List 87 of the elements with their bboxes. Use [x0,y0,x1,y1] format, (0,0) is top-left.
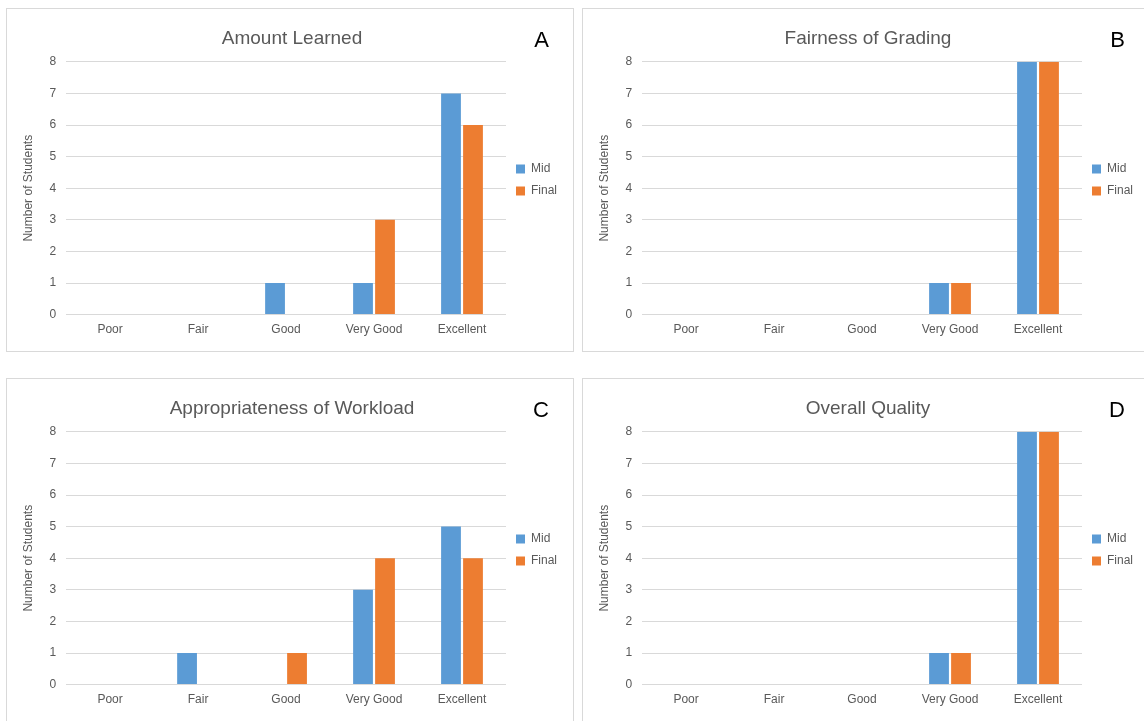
bar [353,283,373,315]
y-tick-label: 5 [625,148,633,163]
y-tick-label: 8 [49,424,57,439]
bar [177,653,197,685]
y-tick-label: 4 [49,180,57,195]
y-tick-label: 5 [49,148,57,163]
y-tick-label: 2 [625,613,633,628]
y-tick-label: 0 [49,676,57,691]
y-tick-label: 0 [49,306,57,321]
y-tick-label: 6 [625,117,633,132]
y-tick-label: 0 [625,306,633,321]
y-axis-title: Number of Students [20,504,35,612]
y-tick-label: 3 [49,212,57,227]
legend-label: Final [530,553,558,568]
x-tick-label: Poor [673,692,699,707]
text: A [534,27,549,53]
y-tick-label: 1 [49,645,57,660]
y-tick-label: 1 [625,275,633,290]
y-tick-label: 0 [625,676,633,691]
chart-title: Fairness of Grading [784,26,952,48]
y-tick-label: 2 [625,243,633,258]
text: C [533,397,549,423]
x-tick-label: Fair [187,692,209,707]
y-tick-label: 4 [625,180,633,195]
y-tick-label: 3 [625,582,633,597]
x-tick-label: Fair [187,322,209,337]
x-tick-label: Excellent [437,692,487,707]
x-tick-label: Poor [673,322,699,337]
y-tick-label: 2 [49,613,57,628]
y-tick-label: 5 [49,518,57,533]
x-tick-label: Good [847,322,877,337]
x-tick-label: Fair [763,692,785,707]
x-tick-label: Poor [97,692,123,707]
x-tick-label: Good [271,692,301,707]
y-tick-label: 5 [625,518,633,533]
bar [441,526,461,685]
y-tick-label: 7 [49,455,57,470]
y-tick-label: 4 [49,550,57,565]
chart-title: Appropriateness of Workload [169,396,415,418]
x-tick-label: Good [847,692,877,707]
x-tick-label: Good [271,322,301,337]
y-tick-label: 6 [49,117,57,132]
y-tick-label: 7 [625,85,633,100]
legend-label: Final [1106,183,1134,198]
legend-label: Mid [1106,161,1127,176]
bar [463,558,483,685]
legend-label: Final [530,183,558,198]
x-tick-label: Fair [763,322,785,337]
text: B [1110,27,1125,53]
text: D [1109,397,1125,423]
x-tick-label: Excellent [1013,322,1063,337]
y-tick-label: 2 [49,243,57,258]
x-tick-label: Poor [97,322,123,337]
y-tick-label: 6 [625,487,633,502]
y-tick-label: 1 [49,275,57,290]
legend-label: Final [1106,553,1134,568]
bar [463,125,483,315]
bar [441,93,461,315]
y-axis-title: Number of Students [596,134,611,242]
y-tick-label: 8 [625,424,633,439]
y-tick-label: 3 [625,212,633,227]
y-tick-label: 7 [625,455,633,470]
y-tick-label: 1 [625,645,633,660]
y-tick-label: 7 [49,85,57,100]
x-tick-label: Excellent [437,322,487,337]
x-tick-label: Very Good [921,692,979,707]
y-axis-title: Number of Students [20,134,35,242]
x-tick-label: Excellent [1013,692,1063,707]
bar [375,558,395,685]
y-axis-title: Number of Students [596,504,611,612]
y-tick-label: 3 [49,582,57,597]
bar [353,589,373,685]
legend-label: Mid [1106,531,1127,546]
bar [265,283,285,315]
bar [375,219,395,315]
bar [287,653,307,685]
chart-title: Overall Quality [805,396,931,418]
x-tick-label: Very Good [921,322,979,337]
legend-label: Mid [530,161,551,176]
legend-label: Mid [530,531,551,546]
x-tick-label: Very Good [345,322,403,337]
chart-title: Amount Learned [221,26,363,48]
y-tick-label: 4 [625,550,633,565]
y-tick-label: 6 [49,487,57,502]
y-tick-label: 8 [49,54,57,69]
y-tick-label: 8 [625,54,633,69]
x-tick-label: Very Good [345,692,403,707]
